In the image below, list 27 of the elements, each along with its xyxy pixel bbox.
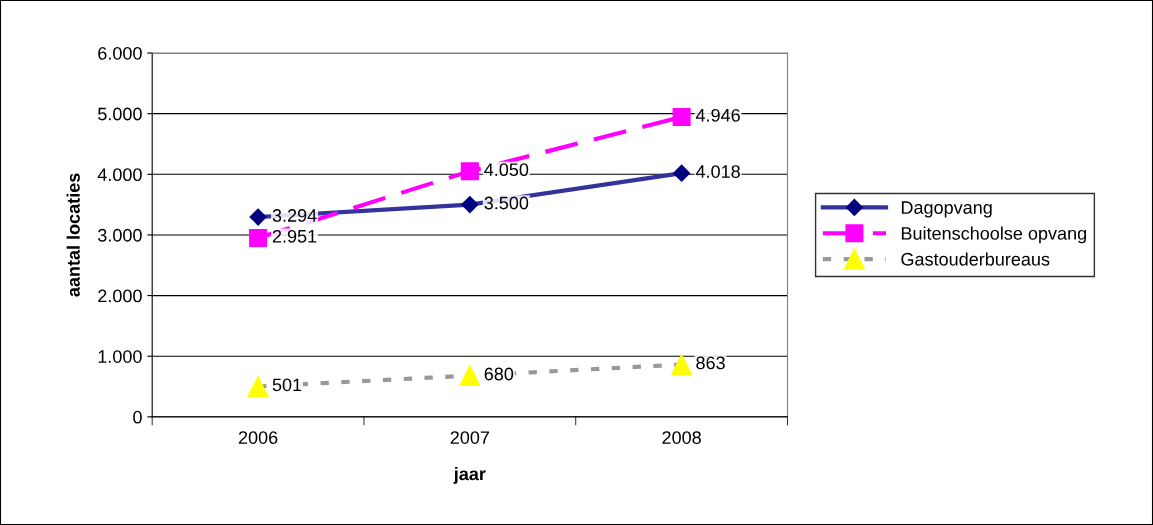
y-axis-title: aantal locaties xyxy=(66,173,80,297)
data-label: 4.050 xyxy=(484,163,529,177)
data-label: 4.946 xyxy=(695,108,740,122)
x-axis-title: jaar xyxy=(453,467,486,484)
point xyxy=(672,107,691,126)
y-tick-label: 6.000 xyxy=(98,46,142,60)
data-label: 680 xyxy=(484,367,514,381)
x-tick-label: 2007 xyxy=(450,431,490,444)
data-label: 3.500 xyxy=(484,196,529,210)
data-label: 3.294 xyxy=(272,209,317,222)
point xyxy=(460,162,479,181)
x-tick-label: 2006 xyxy=(238,431,278,444)
point xyxy=(249,228,268,247)
y-tick-label: 4.000 xyxy=(97,168,142,182)
y-tick-label: 1.000 xyxy=(98,350,142,363)
legend-label: Dagopvang xyxy=(901,201,992,218)
y-tick-label: 2.000 xyxy=(98,289,142,303)
data-label: 863 xyxy=(696,356,725,370)
y-tick-label: 3.000 xyxy=(97,228,142,242)
y-tick-label: 5.000 xyxy=(98,107,142,121)
data-label: 2.951 xyxy=(272,229,317,243)
legend-label: Buitenschoolse opvang xyxy=(901,226,1086,244)
legend-label: Gastouderbureaus xyxy=(901,252,1050,266)
y-tick-label: 0 xyxy=(133,410,142,424)
data-label: 501 xyxy=(272,378,302,392)
data-label: 4.018 xyxy=(695,165,740,178)
x-tick-label: 2008 xyxy=(662,431,701,444)
